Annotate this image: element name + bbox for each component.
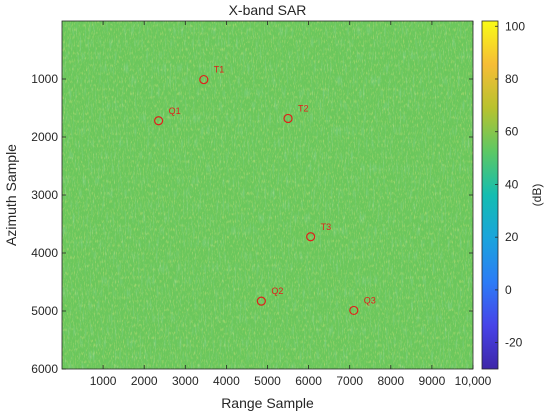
colorbar-tick-label: -20: [505, 336, 523, 350]
target-markers: T1 Q1 T2 T3 Q2 Q3: [153, 65, 376, 316]
y-tick-label: 4000: [31, 246, 58, 260]
colorbar-tick-label: 20: [505, 230, 519, 244]
marker-t1-circle: [199, 74, 209, 85]
x-tick-label: 2000: [131, 374, 158, 388]
colorbar-tick-label: 0: [505, 283, 512, 297]
y-axis: 1000 2000 3000 4000 5000 6000: [31, 72, 473, 376]
x-tick-label: 6000: [295, 374, 322, 388]
marker-t3-circle: [306, 232, 316, 242]
chart-title: X-band SAR: [229, 2, 307, 18]
marker-q1-circle: [153, 116, 164, 126]
y-tick-label: 1000: [31, 72, 58, 86]
y-tick-label: 3000: [31, 188, 58, 202]
marker-t3-label: T3: [321, 222, 332, 232]
marker-t2-circle: [283, 113, 293, 124]
x-tick-label: 3000: [172, 374, 199, 388]
colorbar-label: (dB): [530, 184, 544, 207]
sar-speckle-dark: [62, 21, 473, 369]
marker-q2-label: Q2: [271, 286, 283, 296]
plot-area: [61, 20, 474, 370]
y-tick-label: 2000: [31, 130, 58, 144]
marker-t2-label: T2: [298, 103, 309, 113]
x-axis-label: Range Sample: [221, 395, 314, 411]
colorbar-tick-label: 100: [505, 19, 525, 33]
x-tick-label: 7000: [336, 374, 363, 388]
x-axis: 1000 2000 3000 4000 5000 6000 7000 8000 9000 10,0…: [90, 21, 492, 388]
colorbar-gradient: [481, 20, 499, 370]
y-tick-label: 5000: [31, 304, 58, 318]
y-tick-label: 6000: [31, 362, 58, 376]
marker-q3-circle: [349, 305, 359, 316]
colorbar-tick-label: 60: [505, 125, 519, 139]
x-tick-label: 9000: [419, 374, 446, 388]
marker-t1-label: T1: [214, 65, 225, 75]
colorbar-ticks: -20 0 20 40 60 80 100: [495, 19, 525, 350]
x-tick-label: 10,000: [455, 374, 492, 388]
marker-q2-circle: [256, 296, 266, 306]
x-tick-label: 4000: [213, 374, 240, 388]
x-tick-label: 1000: [90, 374, 117, 388]
y-axis-label: Azimuth Sample: [3, 144, 19, 246]
marker-q1-label: Q1: [169, 106, 181, 116]
x-tick-label: 8000: [377, 374, 404, 388]
colorbar-tick-label: 40: [505, 177, 519, 191]
colorbar-tick-label: 80: [505, 72, 519, 86]
colorbar: -20 0 20 40 60 80 100 (dB): [481, 19, 544, 370]
x-tick-label: 5000: [254, 374, 281, 388]
marker-q3-label: Q3: [364, 295, 376, 305]
